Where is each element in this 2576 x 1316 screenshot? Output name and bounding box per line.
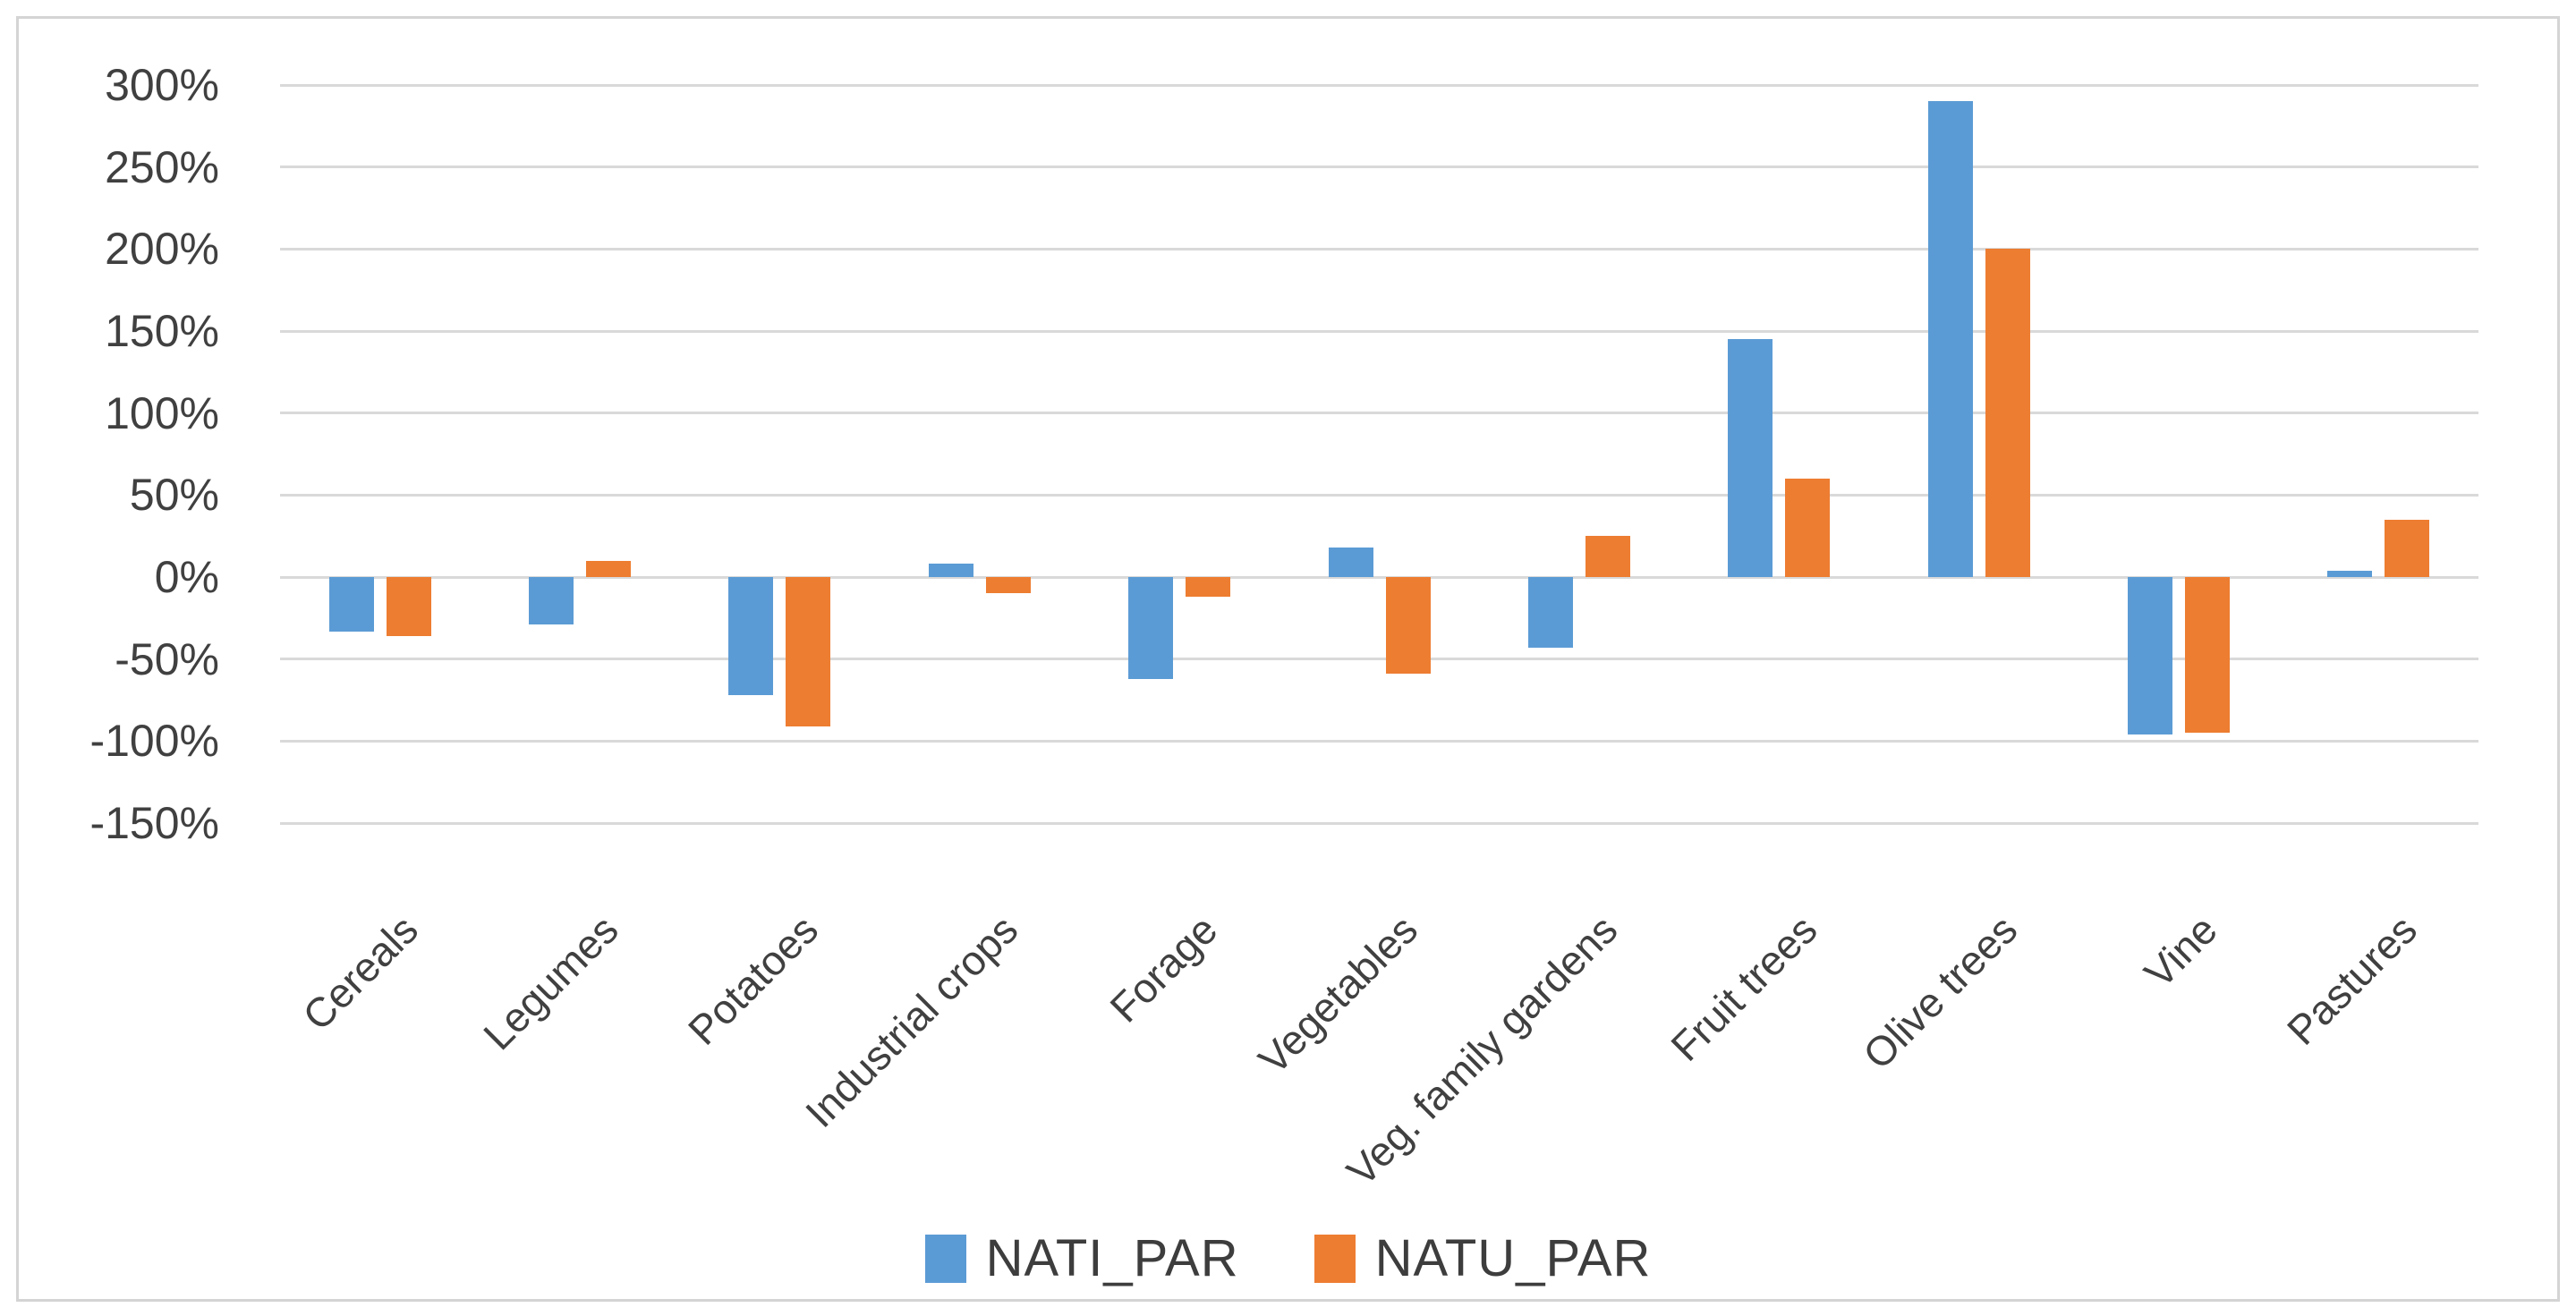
x-axis-label-industrial-crops: Industrial crops xyxy=(795,905,1027,1137)
bar-natu_par-industrial-crops xyxy=(985,577,1031,594)
bar-nati_par-vegetables xyxy=(1328,548,1373,577)
gridline-50 xyxy=(280,493,2478,497)
gridline-250 xyxy=(280,166,2478,169)
bar-nati_par-potatoes xyxy=(728,577,774,695)
y-tick-label-150: 150% xyxy=(105,306,219,356)
gridline-300 xyxy=(280,83,2478,87)
y-tick-label-250: 250% xyxy=(105,141,219,192)
x-axis-label-vine: Vine xyxy=(2135,905,2226,998)
x-axis-label-fruit-trees: Fruit trees xyxy=(1662,905,1826,1070)
legend-item-nati-par: NATI_PAR xyxy=(924,1228,1239,1288)
legend-label-natu-par: NATU_PAR xyxy=(1374,1229,1652,1287)
bar-natu_par-vegetables xyxy=(1385,577,1431,675)
x-axis-label-vegetables: Vegetables xyxy=(1249,905,1426,1083)
bar-natu_par-fruit-trees xyxy=(1785,479,1831,577)
gridline-0 xyxy=(280,575,2478,579)
bar-nati_par-pastures xyxy=(2327,570,2373,577)
gridline-150 xyxy=(280,329,2478,333)
x-axis-label-legumes: Legumes xyxy=(473,905,627,1059)
x-axis-label-potatoes: Potatoes xyxy=(678,905,827,1054)
x-axis-label-forage: Forage xyxy=(1101,905,1227,1032)
y-tick-label-100: 100% xyxy=(105,387,219,438)
bar-nati_par-legumes xyxy=(529,577,574,625)
y-tick-label--100: -100% xyxy=(89,716,219,767)
bar-natu_par-pastures xyxy=(2385,519,2430,577)
gridline-100 xyxy=(280,412,2478,415)
legend-swatch-nati-par-icon xyxy=(924,1234,966,1283)
bar-nati_par-veg-family-gardens xyxy=(1527,577,1573,648)
bar-nati_par-forage xyxy=(1128,577,1174,679)
bar-nati_par-fruit-trees xyxy=(1728,339,1773,577)
x-axis-label-pastures: Pastures xyxy=(2277,905,2426,1054)
y-tick-label-200: 200% xyxy=(105,224,219,275)
bar-nati_par-industrial-crops xyxy=(928,564,973,577)
y-tick-label-0: 0% xyxy=(154,552,219,602)
y-tick-label-300: 300% xyxy=(105,60,219,110)
x-axis-label-cereals: Cereals xyxy=(293,905,428,1040)
bar-natu_par-legumes xyxy=(586,560,632,577)
bar-natu_par-cereals xyxy=(386,577,431,636)
legend-label-nati-par: NATI_PAR xyxy=(985,1229,1239,1287)
gridline-200 xyxy=(280,247,2478,250)
y-tick-label--50: -50% xyxy=(115,633,219,684)
gridline--100 xyxy=(280,739,2478,743)
legend: NATI_PAR NATU_PAR xyxy=(19,1228,2557,1288)
bar-natu_par-veg-family-gardens xyxy=(1585,536,1630,577)
legend-swatch-natu-par-icon xyxy=(1314,1234,1356,1283)
bar-nati_par-vine xyxy=(2127,577,2172,734)
bar-natu_par-potatoes xyxy=(786,577,831,726)
y-tick-label--150: -150% xyxy=(89,798,219,848)
bar-natu_par-vine xyxy=(2184,577,2230,734)
chart-frame: NATI_PAR NATU_PAR 300% 250% 200% 150% 100% 50… xyxy=(16,16,2560,1302)
legend-item-natu-par: NATU_PAR xyxy=(1314,1228,1652,1288)
bar-natu_par-olive-trees xyxy=(1985,249,2030,577)
bar-nati_par-olive-trees xyxy=(1927,101,1973,577)
y-tick-label-50: 50% xyxy=(129,470,219,521)
gridline--50 xyxy=(280,658,2478,661)
x-axis-label-olive-trees: Olive trees xyxy=(1853,905,2027,1078)
gridline--150 xyxy=(280,821,2478,825)
bar-natu_par-forage xyxy=(1186,577,1231,597)
bar-nati_par-cereals xyxy=(328,577,374,632)
